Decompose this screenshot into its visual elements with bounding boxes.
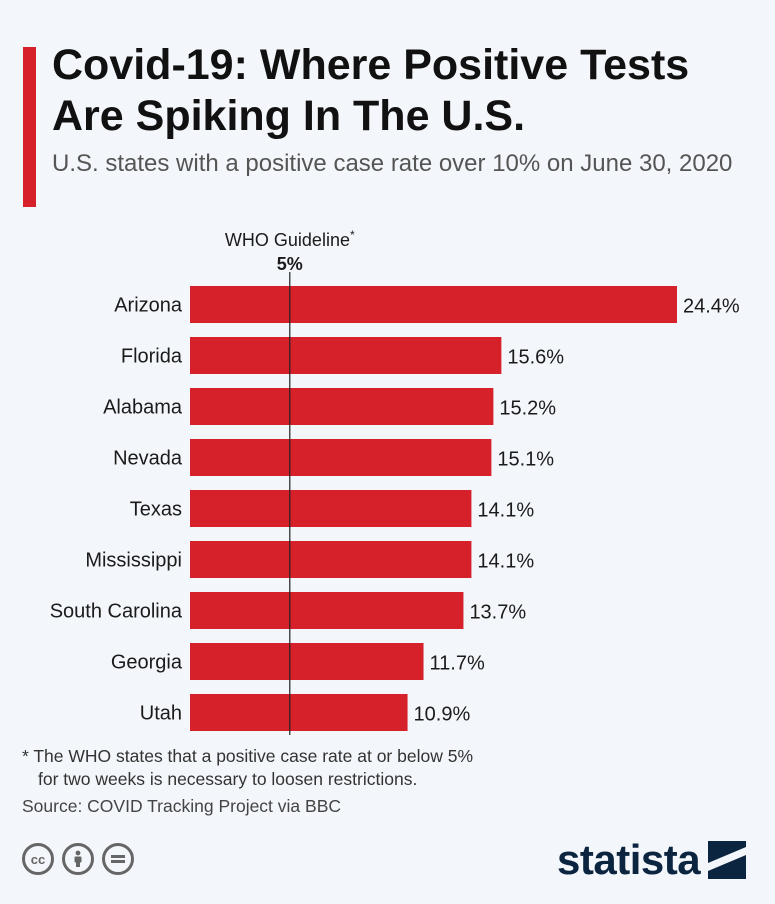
- bar-6: [190, 592, 464, 629]
- value-label-2: 15.2%: [499, 398, 556, 420]
- cc-icon[interactable]: cc: [22, 843, 54, 875]
- footnote-line-2: for two weeks is necessary to loosen res…: [38, 769, 418, 789]
- category-label-5: Mississippi: [85, 550, 182, 572]
- statista-logo-text: statista: [557, 836, 701, 883]
- bar-1: [190, 337, 502, 374]
- category-label-0: Arizona: [114, 295, 183, 317]
- statista-brand[interactable]: statista: [557, 836, 747, 883]
- category-label-2: Alabama: [103, 397, 183, 419]
- value-label-4: 14.1%: [477, 500, 534, 522]
- bar-5: [190, 541, 472, 578]
- value-label-1: 15.6%: [507, 347, 564, 369]
- value-label-7: 11.7%: [430, 653, 485, 675]
- bar-8: [190, 694, 408, 731]
- bar-2: [190, 388, 494, 425]
- title-accent-bar: [23, 47, 36, 207]
- source-note: Source: COVID Tracking Project via BBC: [22, 796, 341, 816]
- bar-0: [190, 286, 677, 323]
- value-label-0: 24.4%: [683, 296, 740, 318]
- statista-logo-icon: [708, 841, 747, 879]
- who-guideline-value: 5%: [277, 254, 303, 274]
- bar-7: [190, 643, 424, 680]
- license-icons: cc: [22, 843, 134, 875]
- category-label-6: South Carolina: [50, 601, 183, 623]
- who-guideline-asterisk: *: [350, 228, 355, 242]
- chart-subtitle: U.S. states with a positive case rate ov…: [52, 150, 733, 177]
- category-label-8: Utah: [140, 703, 182, 725]
- category-label-4: Texas: [130, 499, 182, 521]
- no-derivatives-icon[interactable]: [102, 843, 134, 875]
- value-label-3: 15.1%: [497, 449, 554, 471]
- footnote: * The WHO states that a positive case ra…: [22, 745, 762, 791]
- category-label-3: Nevada: [113, 448, 183, 470]
- value-label-6: 13.7%: [469, 602, 526, 624]
- chart-title: Covid-19: Where Positive Tests Are Spiki…: [52, 41, 690, 140]
- footnote-line-1: * The WHO states that a positive case ra…: [22, 746, 474, 766]
- bar-4: [190, 490, 472, 527]
- bar-3: [190, 439, 492, 476]
- category-label-7: Georgia: [111, 652, 183, 674]
- attribution-icon[interactable]: [62, 843, 94, 875]
- value-label-5: 14.1%: [477, 551, 534, 573]
- bar-chart: Arizona 24.4% Florida 15.6% Alabama 15.2% Neva…: [50, 228, 740, 735]
- value-label-8: 10.9%: [414, 704, 471, 726]
- who-guideline-label: WHO Guideline*: [225, 228, 355, 250]
- category-label-1: Florida: [121, 346, 183, 368]
